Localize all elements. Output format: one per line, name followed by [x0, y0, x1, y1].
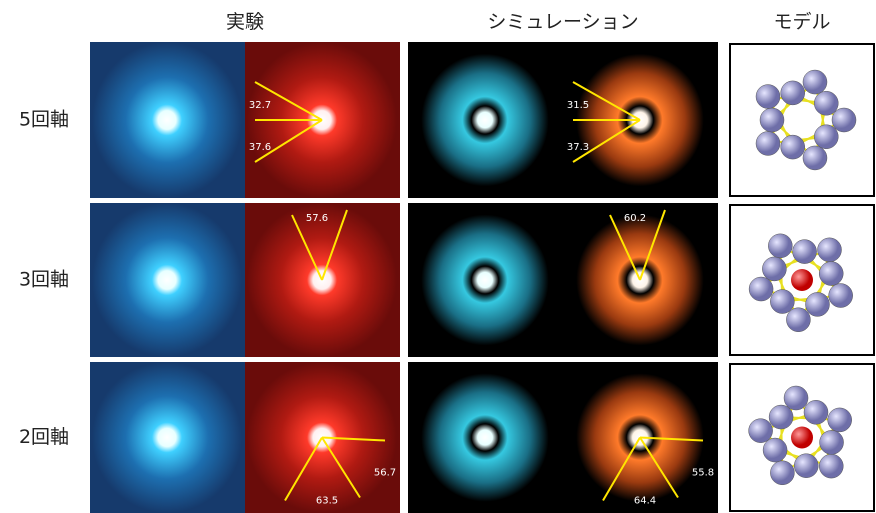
atom	[759, 107, 785, 133]
angle-line	[321, 436, 361, 499]
column-header: モデル	[773, 11, 830, 33]
angle-line	[321, 436, 386, 442]
atom	[792, 239, 817, 264]
angle-label: 37.3	[567, 142, 589, 153]
diffraction-pattern	[410, 42, 560, 198]
atom	[762, 437, 788, 463]
atom	[814, 90, 839, 116]
center-atom	[791, 426, 813, 449]
atom	[755, 84, 781, 109]
atom	[748, 276, 774, 302]
atom	[805, 292, 830, 317]
angle-line	[609, 214, 641, 281]
atom	[802, 145, 828, 171]
angle-line	[639, 436, 679, 499]
angle-label: 31.5	[567, 100, 589, 111]
atom	[748, 418, 773, 443]
atom	[755, 131, 781, 156]
diffraction-pattern	[92, 203, 242, 357]
row-label: 5回軸	[19, 109, 69, 131]
diffraction-pattern	[410, 203, 560, 357]
atom	[827, 407, 852, 433]
angle-line	[254, 119, 323, 163]
angle-label: 64.4	[634, 496, 656, 507]
angle-line	[284, 436, 323, 502]
atom	[828, 283, 853, 308]
angle-line	[321, 209, 348, 281]
atom	[794, 453, 819, 478]
atom	[770, 289, 795, 314]
atom	[780, 134, 805, 160]
column-header: シミュレーション	[487, 11, 638, 33]
angle-label: 63.5	[316, 496, 338, 507]
row-label: 2回軸	[19, 426, 69, 448]
row-label: 3回軸	[19, 269, 69, 291]
atom	[780, 80, 805, 106]
column-header: 実験	[226, 11, 264, 33]
atom	[803, 400, 829, 425]
atom	[768, 404, 794, 430]
angle-label: 32.7	[249, 100, 271, 111]
angle-line	[639, 209, 666, 281]
diffraction-pattern	[92, 42, 242, 198]
atom	[762, 256, 787, 282]
angle-label: 60.2	[624, 213, 646, 224]
diffraction-pattern	[410, 362, 560, 513]
angle-label: 55.8	[692, 468, 714, 479]
angle-line	[572, 119, 641, 163]
atom	[819, 453, 844, 479]
angle-line	[639, 436, 704, 442]
diffraction-pattern	[92, 362, 242, 513]
atom	[770, 460, 795, 486]
angle-label: 57.6	[306, 213, 328, 224]
atom	[783, 385, 809, 411]
angle-line	[291, 214, 323, 281]
atom	[814, 124, 839, 150]
atom	[831, 107, 857, 133]
center-atom	[791, 269, 813, 291]
angle-line	[572, 81, 641, 121]
angle-line	[602, 436, 641, 502]
angle-label: 56.7	[374, 468, 396, 479]
atom	[786, 307, 811, 333]
atom	[818, 261, 844, 286]
angle-line	[254, 81, 323, 121]
atom	[819, 430, 844, 455]
atom	[768, 233, 793, 259]
atom	[802, 69, 828, 95]
angle-label: 37.6	[249, 142, 271, 153]
atom	[817, 237, 842, 263]
